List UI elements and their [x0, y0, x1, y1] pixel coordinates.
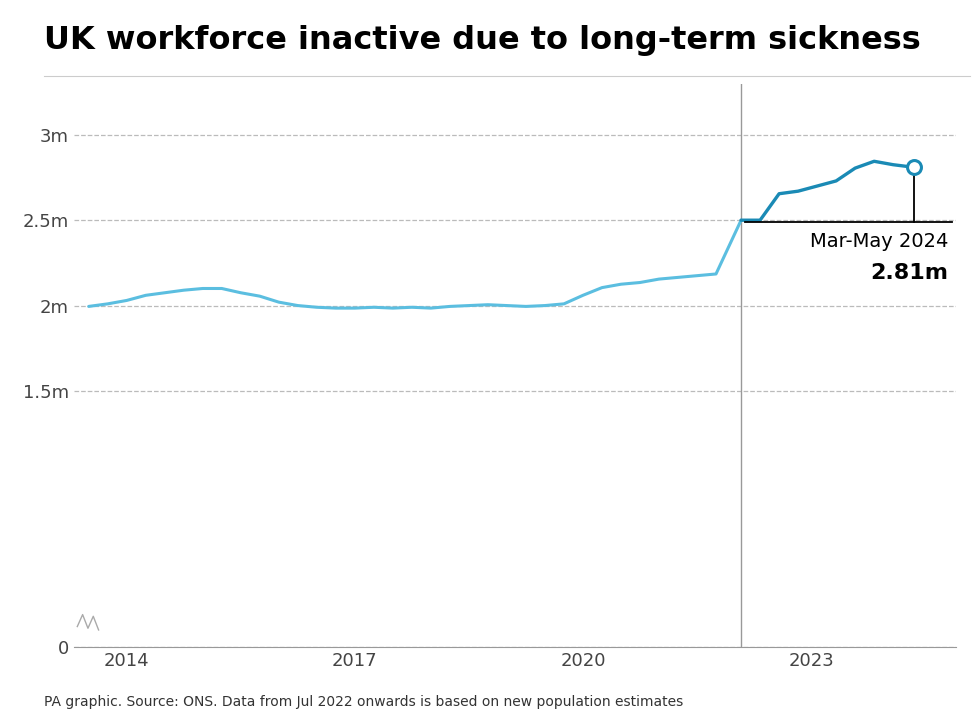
Text: 2.81m: 2.81m	[870, 263, 948, 283]
Text: PA graphic. Source: ONS. Data from Jul 2022 onwards is based on new population e: PA graphic. Source: ONS. Data from Jul 2…	[44, 695, 683, 709]
Text: Mar-May 2024: Mar-May 2024	[809, 232, 948, 251]
Text: UK workforce inactive due to long-term sickness: UK workforce inactive due to long-term s…	[44, 25, 921, 57]
